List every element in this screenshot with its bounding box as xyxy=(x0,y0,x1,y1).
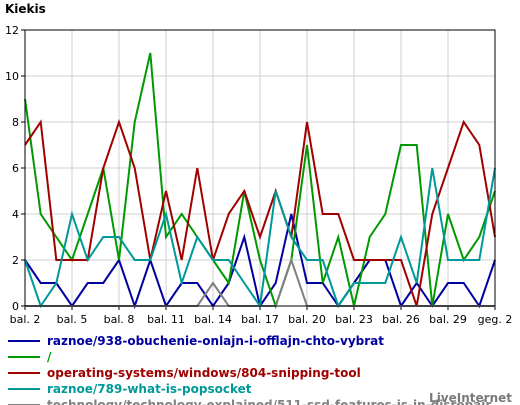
y-tick-label: 2 xyxy=(12,254,19,267)
y-tick-label: 10 xyxy=(5,70,19,83)
watermark-logo: LiveInternet xyxy=(429,391,512,405)
y-tick-label: 0 xyxy=(12,300,19,313)
y-tick-label: 12 xyxy=(5,24,19,37)
x-tick-label: bal. 14 xyxy=(194,313,232,326)
x-tick-label: bal. 26 xyxy=(382,313,420,326)
y-tick-label: 4 xyxy=(12,208,19,221)
legend: raznoe/938-obuchenie-onlajn-i-offlajn-ch… xyxy=(8,334,491,405)
x-tick-label: bal. 20 xyxy=(288,313,326,326)
x-axis-ticks: bal. 2 bal. 5 bal. 8 bal. 11 bal. 14 bal. 17 b… xyxy=(10,306,513,326)
plot-frame xyxy=(24,29,496,307)
x-tick-label: bal. 2 xyxy=(10,313,41,326)
chart-title: Kiekis xyxy=(5,2,46,16)
x-tick-label: bal. 17 xyxy=(241,313,279,326)
x-tick-label: bal. 5 xyxy=(57,313,88,326)
legend-label: operating-systems/windows/804-snipping-t… xyxy=(47,366,361,380)
y-tick-label: 6 xyxy=(12,162,19,175)
legend-label: raznoe/789-what-is-popsocket xyxy=(47,382,252,396)
x-tick-label: bal. 23 xyxy=(335,313,373,326)
x-tick-label: geg. 2 xyxy=(478,313,513,326)
legend-label: raznoe/938-obuchenie-onlajn-i-offlajn-ch… xyxy=(47,334,384,348)
y-axis-ticks: 0 2 4 6 8 10 12 xyxy=(5,24,25,313)
legend-label: / xyxy=(47,350,52,364)
x-tick-label: bal. 29 xyxy=(429,313,467,326)
x-tick-label: bal. 8 xyxy=(104,313,135,326)
x-tick-label: bal. 11 xyxy=(147,313,185,326)
y-tick-label: 8 xyxy=(12,116,19,129)
legend-label: technology/technology-explained/511-ssd-… xyxy=(47,398,491,405)
